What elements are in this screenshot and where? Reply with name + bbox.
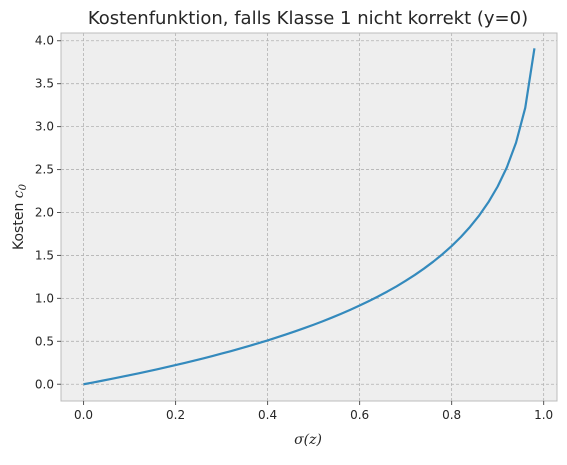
y-tick-label: 3.0 [35, 120, 54, 134]
y-tick-label: 1.5 [35, 248, 54, 262]
y-axis-label: Kosten c0 [11, 183, 29, 250]
series-group [83, 48, 536, 386]
y-tick-label: 0.5 [35, 334, 54, 348]
x-tick-label: 0.0 [74, 408, 93, 422]
y-tick-label: 4.0 [35, 34, 54, 48]
y-tick-label: 0.0 [35, 377, 54, 391]
x-axis-label: σ(z) [294, 432, 322, 448]
y-tick-label: 2.0 [35, 205, 54, 219]
y-axis-ticks: 0.0 0.5 1.0 1.5 2.0 2.5 3.0 3.5 4.0 [35, 34, 61, 391]
x-tick-label: 0.2 [166, 408, 185, 422]
y-tick-label: 2.5 [35, 163, 54, 177]
x-tick-label: 1.0 [534, 408, 553, 422]
axes-frame [60, 32, 558, 402]
x-axis-ticks: 0.0 0.2 0.4 0.6 0.8 1.0 [74, 401, 553, 422]
chart-title: Kostenfunktion, falls Klasse 1 nicht kor… [88, 8, 528, 29]
y-tick-label: 3.5 [35, 77, 54, 91]
y-tick-label: 1.0 [35, 291, 54, 305]
grid-lines [61, 33, 557, 401]
y-axis-label-subscript: 0 [18, 183, 29, 190]
x-tick-label: 0.6 [350, 408, 369, 422]
plot-area [61, 33, 557, 401]
x-tick-label: 0.8 [442, 408, 461, 422]
y-axis-label-math: c [11, 190, 27, 198]
x-tick-label: 0.4 [258, 408, 277, 422]
y-axis-label-text: Kosten [11, 198, 27, 250]
series-line [83, 48, 536, 386]
